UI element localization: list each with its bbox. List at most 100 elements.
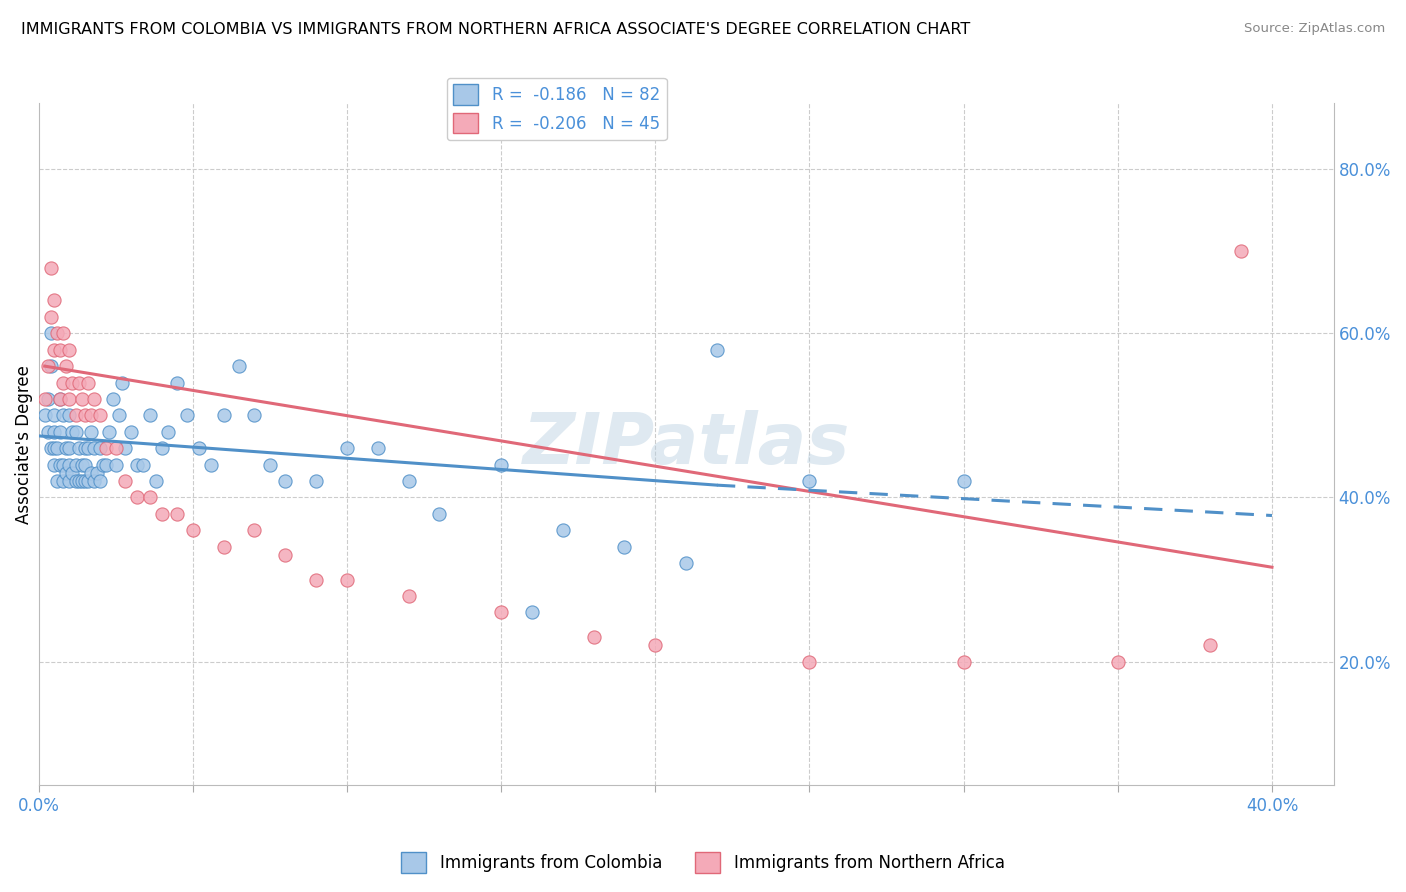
Point: [34, 392, 56, 406]
Point: [49, 392, 72, 406]
Point: [55, 359, 77, 373]
Point: [96, 458, 118, 472]
Point: [39, 359, 62, 373]
Point: [952, 655, 974, 669]
Point: [305, 474, 328, 488]
Point: [39, 326, 62, 341]
Point: [138, 409, 160, 423]
Point: [98, 425, 121, 439]
Point: [96, 441, 118, 455]
Point: [42, 458, 65, 472]
Legend: Immigrants from Colombia, Immigrants from Northern Africa: Immigrants from Colombia, Immigrants fro…: [395, 846, 1011, 880]
Point: [83, 392, 105, 406]
Point: [145, 474, 167, 488]
Point: [39, 310, 62, 324]
Point: [166, 507, 188, 521]
Text: IMMIGRANTS FROM COLOMBIA VS IMMIGRANTS FROM NORTHERN AFRICA ASSOCIATE'S DEGREE C: IMMIGRANTS FROM COLOMBIA VS IMMIGRANTS F…: [21, 22, 970, 37]
Point: [67, 474, 90, 488]
Point: [58, 343, 80, 357]
Point: [70, 392, 93, 406]
Point: [77, 441, 100, 455]
Legend: R =  -0.186   N = 82, R =  -0.206   N = 45: R = -0.186 N = 82, R = -0.206 N = 45: [447, 78, 666, 140]
Point: [42, 425, 65, 439]
Point: [1199, 638, 1222, 652]
Point: [62, 466, 84, 480]
Point: [65, 425, 87, 439]
Point: [65, 409, 87, 423]
Point: [62, 376, 84, 390]
Point: [58, 441, 80, 455]
Point: [114, 441, 136, 455]
Point: [799, 655, 821, 669]
Point: [55, 441, 77, 455]
Point: [86, 466, 108, 480]
Point: [305, 573, 328, 587]
Point: [58, 458, 80, 472]
Point: [37, 359, 59, 373]
Point: [166, 376, 188, 390]
Point: [49, 458, 72, 472]
Point: [42, 293, 65, 308]
Point: [644, 638, 666, 652]
Point: [551, 523, 574, 537]
Text: Source: ZipAtlas.com: Source: ZipAtlas.com: [1244, 22, 1385, 36]
Point: [83, 441, 105, 455]
Point: [259, 458, 281, 472]
Point: [613, 540, 636, 554]
Point: [80, 466, 103, 480]
Point: [228, 359, 250, 373]
Point: [101, 392, 124, 406]
Point: [52, 326, 75, 341]
Point: [89, 409, 111, 423]
Point: [67, 376, 90, 390]
Point: [37, 425, 59, 439]
Point: [73, 409, 96, 423]
Point: [58, 392, 80, 406]
Point: [80, 425, 103, 439]
Point: [42, 343, 65, 357]
Point: [89, 441, 111, 455]
Point: [706, 343, 728, 357]
Point: [77, 474, 100, 488]
Point: [398, 474, 420, 488]
Point: [104, 458, 127, 472]
Point: [55, 466, 77, 480]
Point: [132, 458, 155, 472]
Point: [181, 523, 204, 537]
Point: [77, 376, 100, 390]
Point: [52, 376, 75, 390]
Point: [37, 392, 59, 406]
Point: [34, 409, 56, 423]
Point: [46, 474, 69, 488]
Point: [49, 425, 72, 439]
Point: [65, 474, 87, 488]
Point: [73, 458, 96, 472]
Point: [520, 606, 543, 620]
Point: [212, 540, 235, 554]
Point: [65, 458, 87, 472]
Point: [200, 458, 222, 472]
Point: [70, 474, 93, 488]
Point: [336, 441, 359, 455]
Point: [58, 409, 80, 423]
Point: [150, 507, 173, 521]
Point: [243, 409, 266, 423]
Point: [107, 409, 129, 423]
Point: [42, 441, 65, 455]
Point: [67, 441, 90, 455]
Point: [799, 474, 821, 488]
Point: [120, 425, 142, 439]
Point: [111, 376, 134, 390]
Point: [150, 441, 173, 455]
Point: [274, 474, 297, 488]
Point: [127, 491, 149, 505]
Point: [104, 441, 127, 455]
Point: [489, 606, 512, 620]
Point: [46, 441, 69, 455]
Point: [157, 425, 180, 439]
Point: [46, 326, 69, 341]
Point: [212, 409, 235, 423]
Point: [62, 425, 84, 439]
Point: [73, 441, 96, 455]
Point: [367, 441, 389, 455]
